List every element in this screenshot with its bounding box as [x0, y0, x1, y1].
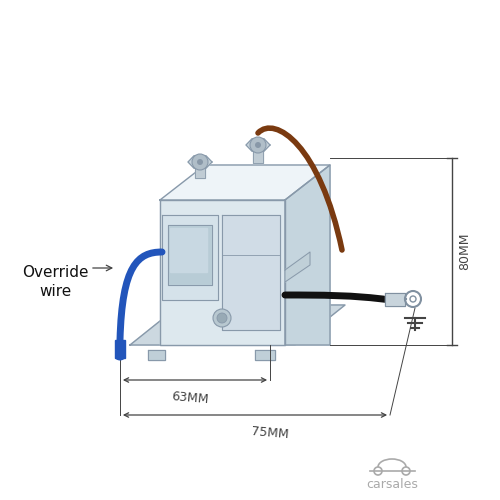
Polygon shape: [148, 350, 165, 360]
Ellipse shape: [254, 311, 276, 321]
Polygon shape: [160, 165, 330, 200]
Polygon shape: [253, 145, 263, 163]
Text: Override
wire: Override wire: [22, 265, 88, 299]
Polygon shape: [255, 350, 275, 360]
Polygon shape: [168, 225, 212, 285]
Polygon shape: [285, 165, 330, 345]
Polygon shape: [385, 293, 405, 306]
Circle shape: [197, 159, 203, 165]
Ellipse shape: [115, 354, 125, 360]
Polygon shape: [188, 156, 212, 168]
Polygon shape: [246, 139, 270, 151]
Ellipse shape: [194, 323, 216, 333]
Text: 75MM: 75MM: [251, 425, 289, 441]
Circle shape: [213, 309, 231, 327]
Circle shape: [255, 142, 261, 148]
Polygon shape: [162, 215, 218, 300]
Circle shape: [217, 313, 227, 323]
Circle shape: [250, 137, 266, 153]
Polygon shape: [115, 340, 125, 358]
Text: 63MM: 63MM: [171, 390, 209, 406]
Polygon shape: [130, 305, 345, 345]
Polygon shape: [160, 200, 285, 345]
Polygon shape: [195, 162, 205, 178]
Circle shape: [192, 154, 208, 170]
Text: carsales: carsales: [366, 478, 418, 492]
Polygon shape: [222, 215, 280, 330]
Polygon shape: [170, 228, 207, 272]
Polygon shape: [285, 252, 310, 282]
Text: 80MM: 80MM: [458, 233, 471, 270]
